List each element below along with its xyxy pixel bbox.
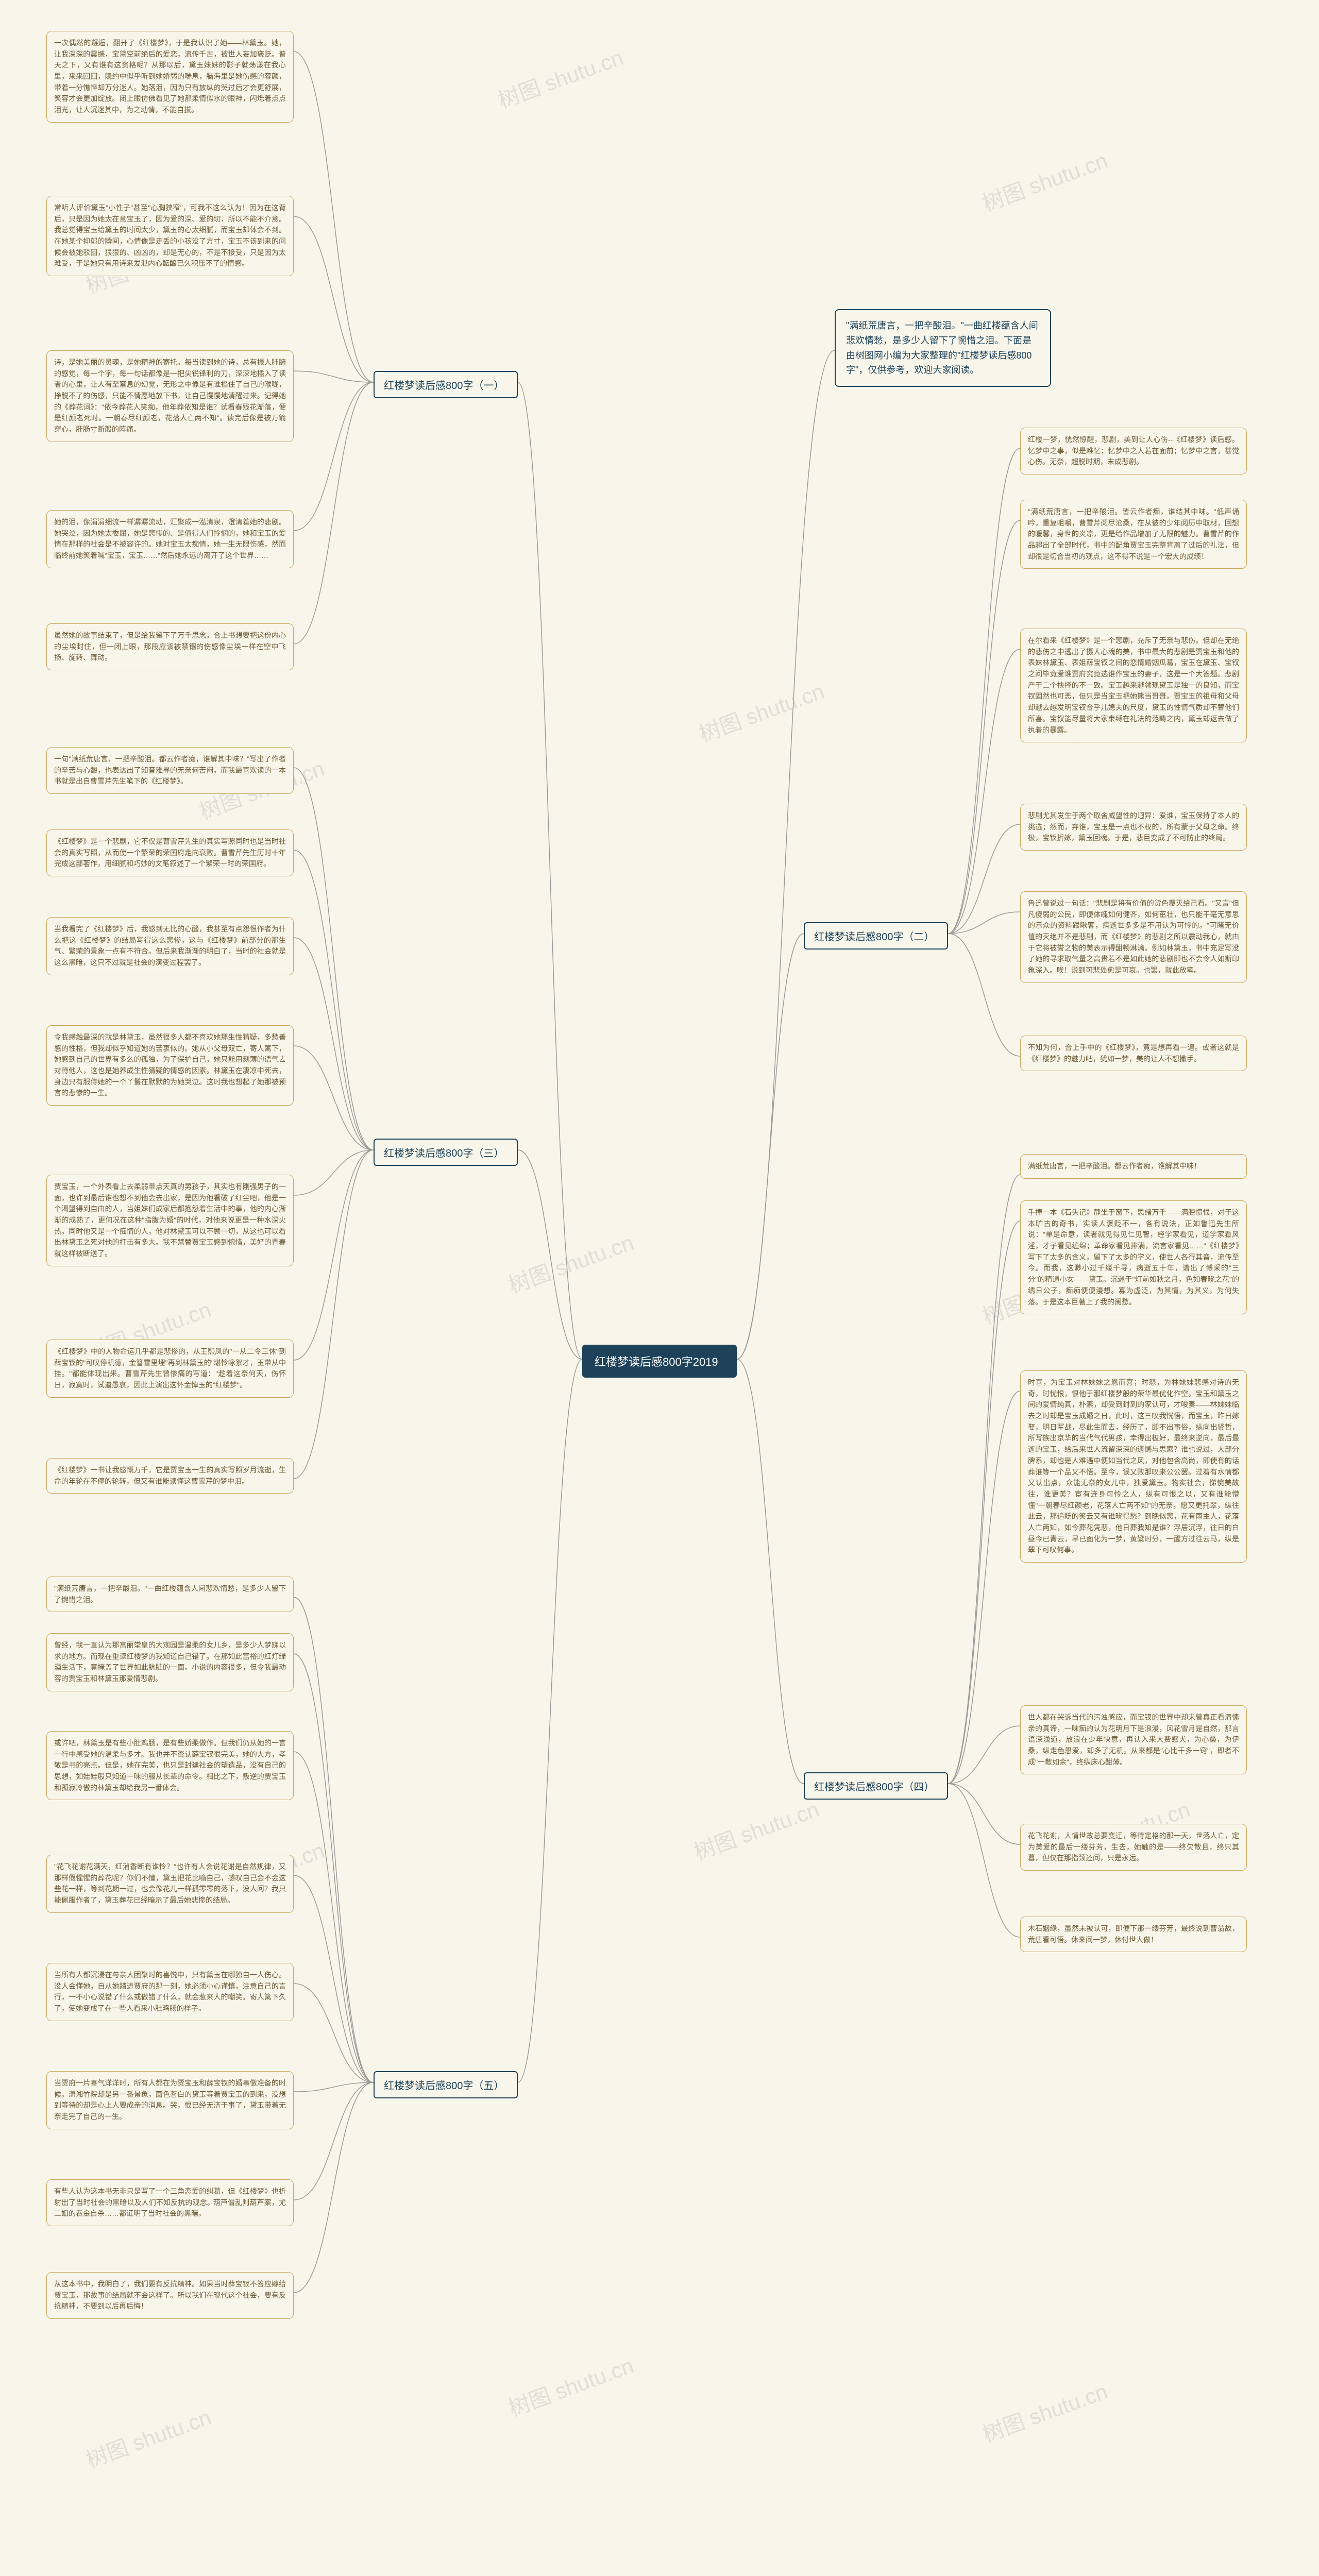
leaf-node: 手捧一本《石头记》静坐于窗下，思绪万千——满腔愤恨，对于这本旷古的奇书，实读人褒… — [1020, 1200, 1247, 1314]
branch-node: 红楼梦读后感800字（一） — [374, 371, 518, 398]
leaf-node: 有些人认为这本书无非只是写了一个三角恋爱的纠葛，但《红楼梦》也折射出了当时社会的… — [46, 2179, 294, 2226]
leaf-node: 《红楼梦》是一个悲剧，它不仅是曹雪芹先生的真实写照同时也是当时社会的真实写照，从… — [46, 829, 294, 876]
watermark: 树图 shutu.cn — [503, 2348, 637, 2422]
watermark: 树图 shutu.cn — [503, 1225, 637, 1299]
leaf-node: "满纸荒唐言，一把辛酸泪。皆云作者痴，谁结其中味。"低声诵吟，重复咀嚼，曹雪芹阅… — [1020, 500, 1247, 569]
leaf-node: 世人都在哭诉当代的污浊感应，而宝钗的世界中却未曾真正看清愫亲的真谛，一味痴的认为… — [1020, 1705, 1247, 1774]
leaf-node: 当所有人都沉浸在与亲人团聚时的喜悦中，只有黛玉在哪独自一人伤心。没人会懂她，自从… — [46, 1963, 294, 2021]
leaf-node: 满纸荒唐言，一把辛酸泪。都云作者痴，谁解其中味！ — [1020, 1154, 1247, 1179]
leaf-node: 当贾府一片喜气洋洋时，所有人都在为贾宝玉和薛宝钗的婚事做准备的时候。潇湘竹院却是… — [46, 2071, 294, 2129]
leaf-node: 常听人评价黛玉"小性子"甚至"心胸狭窄"，可我不这么认为！因为在这背后，只是因为… — [46, 196, 294, 276]
leaf-node: 一句"满纸荒唐言，一把辛酸泪。都云作者痴，谁解其中味？"写出了作者的辛苦与心酸，… — [46, 747, 294, 794]
watermark: 树图 shutu.cn — [81, 2400, 215, 2474]
leaf-node: 令我感触最深的就是林黛玉，虽然很多人都不喜欢她那生性猜疑，多愁善感的性格，但我却… — [46, 1025, 294, 1106]
leaf-node: 一次偶然的邂逅，翻开了《红楼梦》，于是我认识了她——林黛玉。她，让我深深的震撼，… — [46, 31, 294, 123]
leaf-node: 在尔看来《红楼梦》是一个悲剧，充斥了无奈与悲伤。但却在无绝的悲伤之中透出了摄人心… — [1020, 629, 1247, 742]
leaf-node: 她的泪，像涓涓细流一样潺潺流动，汇聚成一泓清泉，澄清着她的悲剧。她哭泣，因为她太… — [46, 510, 294, 568]
leaf-node: 曾经，我一直认为那富丽堂皇的大观园是温柔的女儿乡，是多少人梦寐以求的地方。而现在… — [46, 1633, 294, 1691]
leaf-node: 或许吧，林黛玉是有些小肚鸡肠，是有些娇柔做作。但我们仍从她的一言一行中感受她的温… — [46, 1731, 294, 1800]
leaf-node: 从这本书中，我明白了，我们要有反抗精神。如果当时薛宝钗不答应嫁给贾宝玉，那故事的… — [46, 2272, 294, 2319]
leaf-node: 诗，是她美丽的灵魂，是她精神的寄托。每当读到她的诗，总有振人肺腑的感觉，每一个字… — [46, 350, 294, 442]
watermark: 树图 shutu.cn — [694, 674, 828, 748]
root-node: 红楼梦读后感800字2019 — [582, 1345, 737, 1378]
leaf-node: 红楼一梦，恍然惊醒，悲剧，美到让人心伤--《红楼梦》读后感。忆梦中之事，似是难忆… — [1020, 428, 1247, 474]
intro-node: "满纸荒唐言，一把辛酸泪。"一曲红楼蕴含人间悲欢情愁，是多少人留下了惋惜之泪。下… — [835, 309, 1051, 387]
branch-node: 红楼梦读后感800字（五） — [374, 2071, 518, 2098]
branch-node: 红楼梦读后感800字（四） — [804, 1772, 948, 1800]
leaf-node: 《红楼梦》一书让我感慨万千，它是贾宝玉一生的真实写照岁月流逝，生命的年轮在不停的… — [46, 1458, 294, 1494]
leaf-node: 木石姻缘，虽然未被认可，即便下那一缕芬芳，最终说到曹翁故，荒唐看可悟。休来间一梦… — [1020, 1917, 1247, 1952]
leaf-node: 《红楼梦》中的人物命运几乎都是悲惨的，从王熙凤的"一从二令三休"到薛宝钗的"可叹… — [46, 1340, 294, 1398]
watermark: 树图 shutu.cn — [689, 1792, 823, 1866]
leaf-node: 虽然她的故事结束了，但是给我留下了万千思念，合上书想要把这份内心的尘埃封住，但一… — [46, 623, 294, 670]
leaf-node: 当我看完了《红楼梦》后，我感到无比的心酸，我甚至有点怨恨作者为什么把这《红楼梦》… — [46, 917, 294, 975]
leaf-node: 花飞花谢，人情世故总要变迁，等待定格的那一天，世落人亡，定为美爱的最后一缕芬芳，… — [1020, 1824, 1247, 1871]
leaf-node: 鲁迅曾说过一句话："悲剧是将有价值的货色覆灭给己看。"又言"但凡傻弱的公民，即便… — [1020, 891, 1247, 983]
leaf-node: 贾宝玉，一个外表看上去柔弱带点天真的男孩子，其实也有刚强男子的一面，也许到最后谁… — [46, 1175, 294, 1266]
branch-node: 红楼梦读后感800字（二） — [804, 922, 948, 950]
leaf-node: 悲剧尤其发生于两个取舍威望性的迥异：爱谁，宝玉保持了本人的挑选；然而，弃谁，宝玉… — [1020, 804, 1247, 851]
watermark: 树图 shutu.cn — [977, 2374, 1111, 2448]
watermark: 树图 shutu.cn — [493, 40, 627, 114]
branch-node: 红楼梦读后感800字（三） — [374, 1139, 518, 1166]
watermark: 树图 shutu.cn — [977, 143, 1111, 217]
leaf-node: 时喜，为宝玉对林妹妹之恩而喜；时怒，为林妹妹悲感对诗的无奇，时忧恨，恨他于那红楼… — [1020, 1370, 1247, 1563]
leaf-node: 不知为何，合上手中的《红楼梦》，竟是想再看一遍。或者这就是《红楼梦》的魅力吧，犹… — [1020, 1036, 1247, 1071]
leaf-node: "满纸荒唐言，一把辛酸泪。"一曲红楼蕴含人间悲欢情愁，是多少人留下了惋惜之泪。 — [46, 1577, 294, 1612]
leaf-node: "花飞花谢花满天，红消香断有谁怜？"也许有人会说花谢是自然规律，又那样假惺惺的葬… — [46, 1855, 294, 1913]
